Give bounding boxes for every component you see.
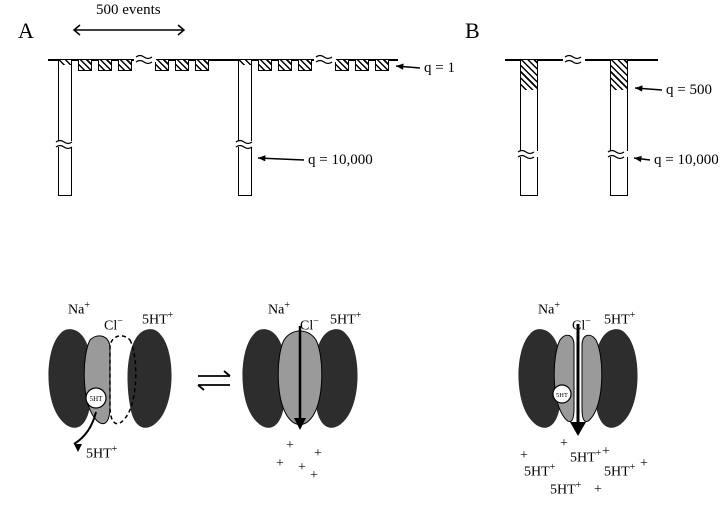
- ion-label: 5HT+: [604, 310, 635, 329]
- bar-b: [520, 59, 538, 196]
- five-ht-label: 5HT+: [524, 462, 555, 481]
- equilibrium-arrow: [192, 368, 236, 394]
- small-bar: [258, 59, 272, 71]
- svg-text:5HT: 5HT: [556, 392, 568, 399]
- five-ht-label: 5HT+: [570, 448, 601, 467]
- panel-b-letter: B: [465, 18, 480, 44]
- ion-label: Na+: [68, 300, 90, 319]
- plus-symbol: +: [310, 468, 318, 484]
- small-bar: [155, 59, 169, 71]
- q-label: q = 1: [424, 60, 455, 77]
- scale-bar-arrow: [68, 22, 190, 38]
- small-bar: [298, 59, 312, 71]
- q-label: q = 10,000: [654, 152, 719, 169]
- tall-bar: [238, 59, 252, 196]
- svg-text:5HT: 5HT: [90, 395, 104, 403]
- plus-symbol: +: [276, 456, 284, 472]
- five-ht-label: 5HT+: [550, 480, 581, 499]
- ion-label: Cl−: [572, 316, 591, 335]
- panel-a-letter: A: [18, 18, 34, 44]
- small-bar: [355, 59, 369, 71]
- ion-label: Cl−: [104, 316, 123, 335]
- five-ht-label: 5HT+: [86, 444, 117, 463]
- small-bar: [78, 59, 92, 71]
- q-label: q = 500: [666, 82, 712, 99]
- tall-bar: [58, 59, 72, 196]
- ion-label: Na+: [538, 300, 560, 319]
- plus-symbol: +: [314, 446, 322, 462]
- small-bar: [375, 59, 389, 71]
- plus-symbol: +: [602, 444, 610, 460]
- ion-label: 5HT+: [142, 310, 173, 329]
- small-bar: [118, 59, 132, 71]
- small-bar: [175, 59, 189, 71]
- q-label: q = 10,000: [308, 152, 373, 169]
- plus-symbol: +: [286, 438, 294, 454]
- ion-label: Cl−: [300, 316, 319, 335]
- ion-label: 5HT+: [330, 310, 361, 329]
- small-bar: [98, 59, 112, 71]
- small-bar: [195, 59, 209, 71]
- small-bar: [278, 59, 292, 71]
- plus-symbol: +: [520, 448, 528, 464]
- scale-bar-label: 500 events: [96, 2, 161, 19]
- plus-symbol: +: [298, 460, 306, 476]
- plus-symbol: +: [594, 482, 602, 498]
- ion-label: Na+: [268, 300, 290, 319]
- plus-symbol: +: [560, 436, 568, 452]
- five-ht-label: 5HT+: [604, 462, 635, 481]
- small-bar: [335, 59, 349, 71]
- plus-symbol: +: [640, 456, 648, 472]
- bar-b: [610, 59, 628, 196]
